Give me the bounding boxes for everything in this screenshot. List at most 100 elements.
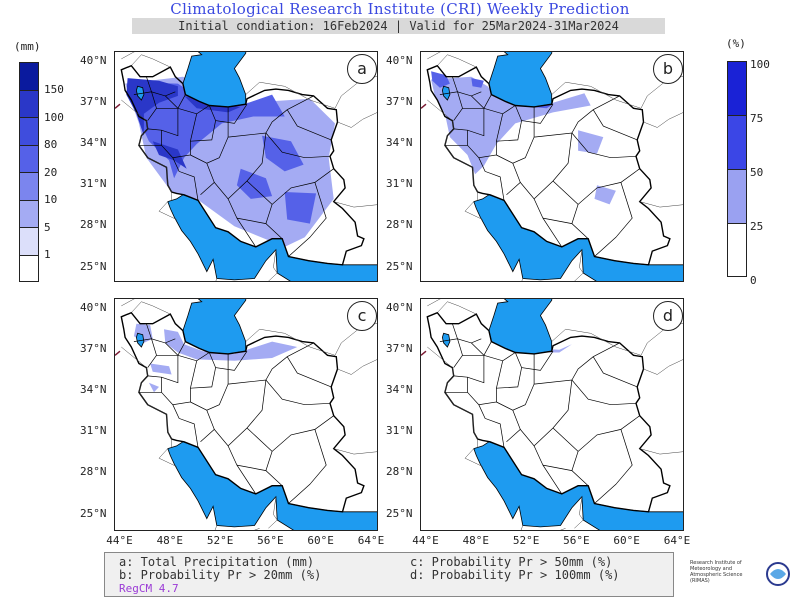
- province-border: [592, 109, 638, 141]
- map-panel-b: b: [420, 51, 684, 282]
- province-border: [552, 427, 579, 452]
- province-border: [190, 353, 229, 411]
- province-border: [265, 342, 314, 381]
- latitude-label: 25°N: [386, 259, 413, 273]
- province-border: [156, 352, 210, 362]
- province-border: [452, 76, 482, 97]
- country-border: [337, 112, 377, 128]
- province-border: [214, 379, 267, 447]
- probability-colorbar-label: 50: [750, 166, 764, 179]
- province-border: [265, 132, 331, 159]
- province-border: [478, 404, 505, 448]
- precip-colorbar-swatch: [19, 172, 39, 200]
- coastline-mark: [421, 350, 427, 356]
- country-border: [427, 346, 478, 448]
- province-border: [190, 106, 229, 164]
- country-border: [333, 201, 377, 208]
- latitude-label: 40°N: [80, 300, 107, 314]
- precip-colorbar-swatch: [19, 89, 39, 117]
- country-border: [639, 448, 683, 455]
- precipitation-area: [150, 363, 172, 375]
- probability-colorbar-swatch: [727, 115, 747, 169]
- country-border: [464, 448, 483, 467]
- precip-colorbar-label: 100: [44, 110, 64, 124]
- country-border: [560, 528, 566, 530]
- latitude-label: 34°N: [386, 382, 413, 396]
- province-border: [444, 377, 468, 393]
- latitude-label: 40°N: [386, 53, 413, 67]
- province-border: [156, 105, 210, 115]
- province-border: [214, 132, 267, 200]
- latitude-label: 28°N: [386, 465, 413, 479]
- precip-colorbar: [19, 62, 39, 282]
- country-border: [520, 525, 524, 530]
- precip-colorbar-swatch: [19, 254, 39, 282]
- panel-letter-a: a: [347, 54, 377, 84]
- country-border: [158, 201, 177, 220]
- country-border: [639, 201, 683, 208]
- province-border: [147, 355, 179, 384]
- lake-urmia: [441, 332, 451, 348]
- country-border: [158, 448, 177, 467]
- map-svg-d: [421, 299, 683, 530]
- precipitation-area: [578, 130, 604, 154]
- precip-colorbar-label: 150: [44, 83, 64, 96]
- province-border: [571, 415, 640, 471]
- country-border: [337, 359, 377, 375]
- map-subtitle: Initial condiation: 16Feb2024 | Valid fo…: [132, 18, 665, 34]
- country-border: [437, 301, 477, 315]
- country-border: [427, 52, 441, 60]
- latitude-label: 37°N: [80, 94, 107, 108]
- country-border: [131, 301, 171, 315]
- longitude-label: 44°E: [412, 534, 439, 547]
- province-border: [520, 132, 573, 200]
- province-border: [288, 182, 327, 257]
- precipitation-area: [236, 168, 273, 199]
- map-svg-c: [115, 299, 377, 530]
- map-title: Climatological Research Institute (CRI) …: [170, 0, 630, 18]
- province-border: [462, 105, 516, 115]
- country-border: [268, 496, 278, 529]
- country-border: [521, 278, 524, 281]
- country-border: [131, 54, 171, 68]
- province-border: [506, 163, 521, 196]
- right-colorbar-unit: (%): [726, 37, 746, 50]
- model-name: RegCM 4.7: [119, 582, 179, 595]
- precip-colorbar-label: 5: [44, 220, 51, 234]
- probability-colorbar-label: 0: [750, 274, 757, 287]
- province-border: [594, 182, 633, 257]
- country-border: [427, 99, 478, 201]
- longitude-label: 48°E: [156, 534, 184, 547]
- panel-letter-c: c: [347, 301, 377, 331]
- province-border: [190, 367, 216, 389]
- province-border: [571, 95, 620, 134]
- country-border: [215, 278, 218, 281]
- province-border: [496, 106, 535, 164]
- panel-letter-b: b: [653, 54, 683, 84]
- precip-colorbar-swatch: [19, 227, 39, 255]
- latitude-label: 34°N: [386, 135, 413, 149]
- province-border: [172, 157, 199, 201]
- map-svg-a: [115, 52, 377, 281]
- probability-colorbar-label: 25: [750, 220, 764, 233]
- province-border: [133, 338, 157, 368]
- province-border: [265, 379, 331, 406]
- longitude-label: 64°E: [357, 534, 385, 547]
- province-border: [288, 429, 327, 504]
- left-colorbar-unit: (mm): [14, 40, 41, 53]
- probability-colorbar-swatch: [727, 223, 747, 277]
- province-border: [594, 429, 633, 504]
- province-border: [246, 427, 273, 452]
- province-border: [496, 367, 522, 389]
- province-border: [571, 132, 637, 159]
- legend-item-d: d: Probability Pr > 100mm (%): [410, 568, 620, 582]
- latitude-label: 31°N: [80, 177, 107, 191]
- longitude-label: 56°E: [257, 534, 284, 547]
- country-border: [427, 299, 441, 307]
- latitude-label: 31°N: [386, 424, 413, 438]
- precip-colorbar-label: 1: [44, 248, 51, 261]
- coastline-mark: [115, 350, 121, 356]
- lake-urmia: [135, 85, 145, 101]
- province-border: [190, 120, 216, 142]
- logo-text: Research Institute of Meteorology and At…: [690, 560, 743, 584]
